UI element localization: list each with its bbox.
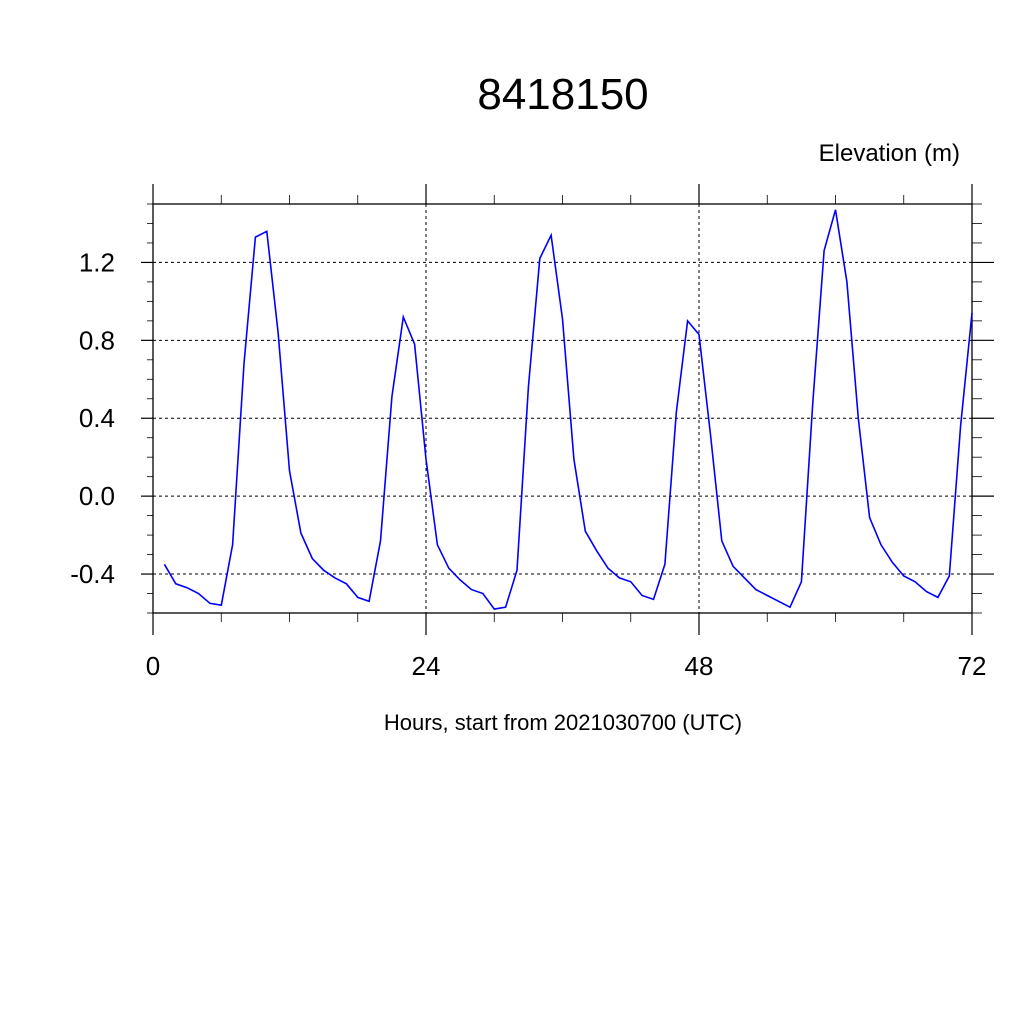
x-tick-labels: 0 24 48 72: [146, 651, 987, 681]
x-axis-label: Hours, start from 2021030700 (UTC): [384, 710, 742, 735]
y-axis-label: Elevation (m): [819, 140, 960, 167]
grid-lines: [153, 204, 972, 613]
minor-ticks: [147, 195, 982, 622]
x-tick-label: 48: [685, 651, 714, 681]
y-tick-label: 0.4: [79, 403, 115, 433]
plot-frame: [152, 203, 973, 614]
major-ticks: [141, 184, 994, 635]
elevation-series-line: [163, 209, 973, 610]
x-tick-label: 24: [412, 651, 441, 681]
x-tick-label: 0: [146, 651, 160, 681]
x-tick-label: 72: [958, 651, 987, 681]
chart-title: 8418150: [477, 70, 648, 119]
y-tick-label: -0.4: [70, 559, 115, 589]
y-tick-label: 0.0: [79, 481, 115, 511]
y-tick-label: 1.2: [79, 247, 115, 277]
y-tick-labels: -0.4 0.0 0.4 0.8 1.2: [70, 247, 115, 589]
y-tick-label: 0.8: [79, 325, 115, 355]
